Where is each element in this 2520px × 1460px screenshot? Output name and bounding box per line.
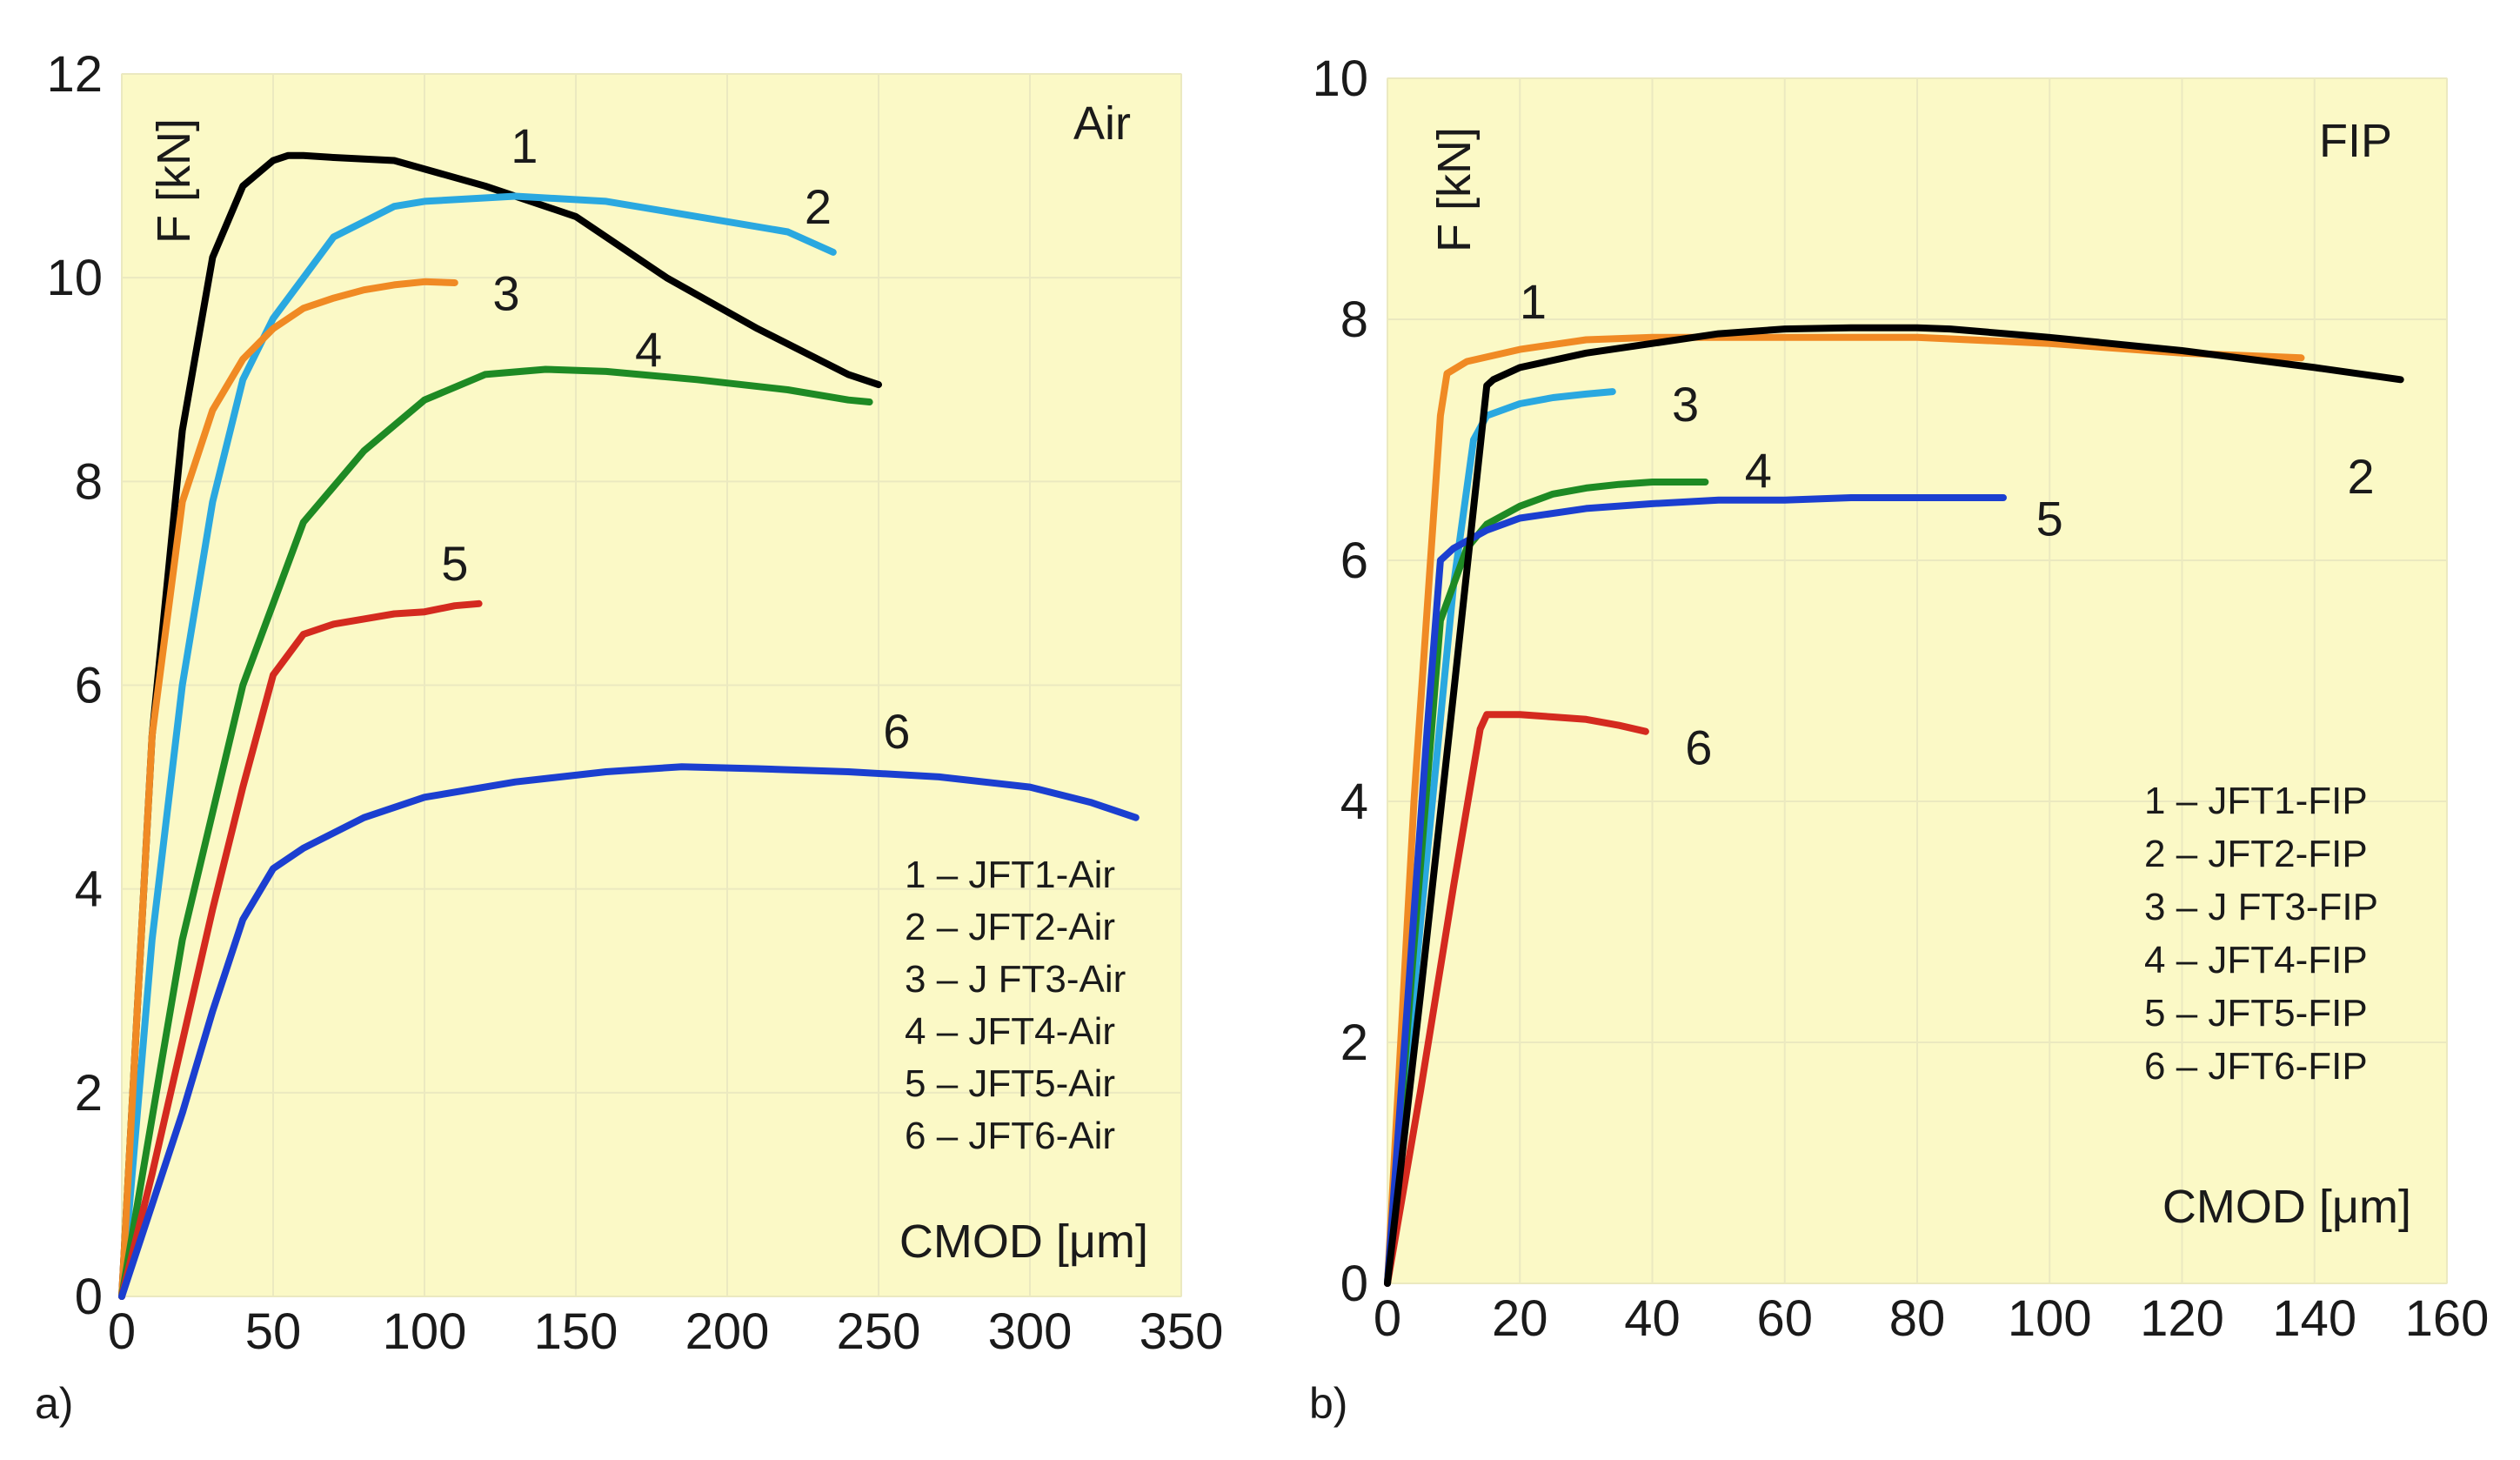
legend-entry: 3 – J FT3-Air [905,958,1126,1001]
panel-a-x-axis-label: CMOD [μm] [899,1216,1148,1268]
panel-b-series [1384,324,2404,1287]
series-line-1 [118,151,882,1300]
y-tick-label: 10 [46,250,103,306]
y-tick-label: 10 [1312,50,1368,107]
panel-a-tag: a) [35,1379,73,1428]
x-tick-label: 20 [1492,1290,1548,1347]
y-tick-label: 2 [75,1065,103,1122]
x-tick-label: 40 [1624,1290,1681,1347]
x-tick-label: 150 [534,1303,618,1360]
x-tick-label: 350 [1140,1303,1224,1360]
legend-entry: 5 – JFT5-FIP [2144,992,2368,1035]
y-tick-label: 8 [1340,291,1368,348]
curve-label-2: 2 [805,179,832,234]
x-tick-label: 140 [2272,1290,2356,1347]
x-tick-label: 160 [2405,1290,2490,1347]
legend-entry: 6 – JFT6-FIP [2144,1045,2368,1088]
series-line-5 [1384,494,2007,1287]
series-line-1 [1384,324,2404,1287]
panel-b-y-axis-label: F [kN] [1428,127,1481,252]
series-line-4 [1384,479,1709,1287]
y-tick-label: 6 [75,658,103,714]
legend-entry: 1 – JFT1-Air [905,854,1115,896]
curve-label-4: 4 [635,322,662,377]
y-tick-label: 4 [75,861,103,918]
series-line-2 [118,192,837,1300]
curve-label-4: 4 [1745,443,1772,498]
x-tick-label: 200 [685,1303,770,1360]
x-tick-label: 120 [2140,1290,2224,1347]
curve-label-5: 5 [441,536,468,591]
curve-label-5: 5 [2036,492,2063,546]
series-line-6 [118,763,1140,1300]
y-tick-label: 8 [75,453,103,510]
x-tick-label: 80 [1889,1290,1946,1347]
panel-a-title: Air [1073,97,1131,150]
legend-entry: 6 – JFT6-Air [905,1115,1115,1157]
curve-label-3: 3 [1672,377,1699,432]
curve-label-6: 6 [1685,720,1712,775]
legend-entry: 2 – JFT2-Air [905,906,1115,948]
legend-entry: 4 – JFT4-Air [905,1010,1115,1053]
legend-entry: 1 – JFT1-FIP [2144,780,2368,822]
series-line-2 [1384,333,2305,1287]
y-tick-label: 4 [1340,774,1368,830]
panel-b-x-axis-label: CMOD [μm] [2162,1181,2411,1233]
panel-a-series [118,151,1140,1300]
panel-b-tag: b) [1309,1379,1347,1428]
x-tick-label: 0 [1374,1290,1401,1347]
panel-b-tick-labels: 0 20 40 60 80 100 120 140 160 0 2 4 6 8 10 [1312,50,2489,1347]
y-tick-label: 6 [1340,532,1368,589]
panel-a-y-axis-label: F [kN] [148,118,200,244]
legend-entry: 5 – JFT5-Air [905,1062,1115,1105]
panel-b-title: FIP [2319,115,2392,167]
y-tick-label: 2 [1340,1015,1368,1071]
curve-label-6: 6 [883,704,910,759]
y-tick-label: 0 [75,1269,103,1325]
curve-label-1: 1 [511,118,538,173]
x-tick-label: 0 [108,1303,136,1360]
series-line-3 [118,278,458,1300]
x-tick-label: 100 [2008,1290,2092,1347]
y-tick-label: 0 [1340,1256,1368,1312]
y-tick-label: 12 [46,46,103,103]
x-tick-label: 60 [1756,1290,1813,1347]
panel-a-legend: 1 – JFT1-Air 2 – JFT2-Air 3 – J FT3-Air … [905,854,1126,1157]
legend-entry: 2 – JFT2-FIP [2144,833,2368,875]
series-line-5 [118,599,483,1300]
x-tick-label: 250 [837,1303,921,1360]
curve-label-2: 2 [2347,449,2374,504]
series-line-6 [1384,711,1649,1287]
x-tick-label: 100 [383,1303,467,1360]
panel-a-grid [121,73,1182,1297]
x-tick-label: 300 [988,1303,1073,1360]
series-line-4 [118,365,873,1300]
panel-b-grid [1387,77,2448,1284]
curve-label-1: 1 [1520,274,1547,329]
panel-a-curve-labels: 1 2 3 4 5 6 [441,118,910,759]
panel-b-curve-labels: 2 34 5 6 1 [1520,274,2375,774]
curve-label-3: 3 [492,266,519,321]
legend-entry: 3 – J FT3-FIP [2144,886,2378,928]
x-tick-label: 50 [245,1303,302,1360]
panel-b-legend: 1 – JFT1-FIP 2 – JFT2-FIP 3 – J FT3-FIP … [2144,780,2378,1088]
legend-entry: 4 – JFT4-FIP [2144,939,2368,981]
